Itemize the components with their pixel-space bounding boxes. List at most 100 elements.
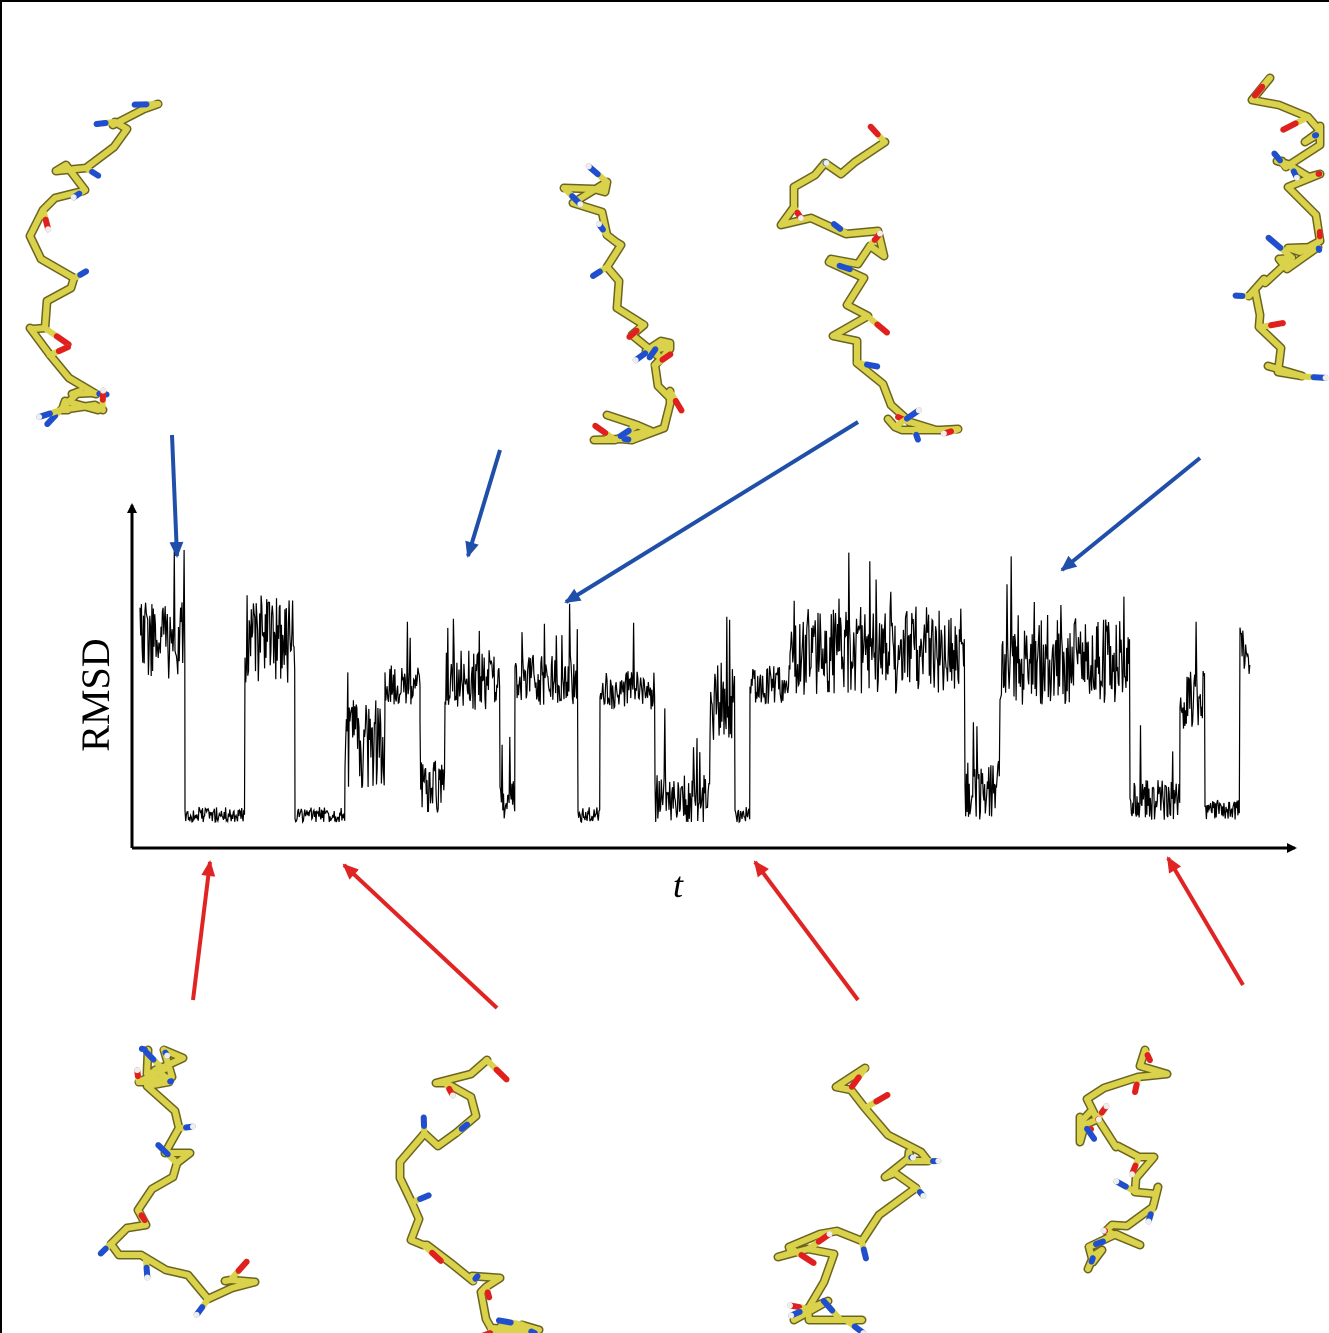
molecules xyxy=(25,73,1329,1333)
arrow xyxy=(342,863,499,1010)
molecule-part xyxy=(89,168,102,179)
molecule-part xyxy=(646,346,659,361)
molecule-part xyxy=(826,1231,833,1238)
arrow xyxy=(564,420,860,604)
molecule-part xyxy=(823,159,830,166)
molecule-part xyxy=(860,1330,867,1333)
molecule-part xyxy=(1293,174,1300,181)
molecule-part xyxy=(632,357,639,364)
arrow xyxy=(753,860,860,1002)
molecule-part xyxy=(1251,83,1266,99)
molecule-part xyxy=(1084,1125,1098,1142)
molecule-part xyxy=(100,387,107,394)
molecule-part xyxy=(235,1258,250,1274)
molecule-part xyxy=(867,123,881,138)
molecule-part xyxy=(481,1327,503,1333)
molecule-part xyxy=(776,137,963,435)
y-axis-label: RMSD xyxy=(73,638,118,751)
molecule-part xyxy=(1103,1103,1110,1110)
molecule-part xyxy=(53,333,72,348)
molecule-part xyxy=(1246,75,1323,379)
molecule-part xyxy=(458,1121,471,1132)
blue-arrows xyxy=(169,420,1202,604)
molecule-part xyxy=(1113,1178,1120,1185)
molecule-part xyxy=(1088,1255,1096,1265)
molecule-part xyxy=(1100,1227,1107,1234)
molecule-part xyxy=(484,1289,493,1301)
molecule-part xyxy=(144,1274,151,1281)
molecule-part xyxy=(798,1252,817,1266)
molecule-part xyxy=(472,1273,481,1282)
molecule-part xyxy=(874,321,890,336)
molecule-part xyxy=(429,1249,444,1264)
molecule-part xyxy=(495,1317,514,1326)
molecule-part xyxy=(138,1212,148,1224)
molecule-part xyxy=(848,1074,862,1090)
molecule-part xyxy=(36,414,43,421)
red-arrows xyxy=(191,856,1245,1010)
molecule-part xyxy=(920,1192,927,1199)
molecule-part xyxy=(797,215,804,222)
molecule-part xyxy=(1145,1218,1152,1225)
rmsd-trace xyxy=(139,549,1251,824)
arrow xyxy=(169,434,184,558)
molecule-part xyxy=(106,1045,260,1304)
molecule-part xyxy=(915,407,922,414)
molecule-part xyxy=(97,1245,109,1257)
molecule-part xyxy=(25,99,163,415)
molecule-part xyxy=(820,1297,836,1314)
molecule-part xyxy=(193,1311,200,1318)
molecule-part xyxy=(397,1057,542,1333)
molecule-part xyxy=(1095,1116,1102,1123)
molecule-part xyxy=(672,397,685,414)
molecule-part xyxy=(27,101,161,413)
molecule-part xyxy=(93,119,109,127)
molecule-part xyxy=(778,139,961,433)
molecule-part xyxy=(493,1066,510,1083)
molecule-part xyxy=(621,435,632,443)
molecule-part xyxy=(590,268,603,279)
molecule-part xyxy=(860,1246,869,1262)
molecule-part xyxy=(134,1067,141,1074)
molecule-part xyxy=(1131,1081,1140,1096)
molecule-part xyxy=(585,163,592,170)
molecule-part xyxy=(164,1052,171,1059)
molecule-part xyxy=(788,1312,795,1319)
molecule-part xyxy=(44,412,59,428)
molecule-part xyxy=(863,361,881,370)
molecule-part xyxy=(45,226,52,233)
molecule-part xyxy=(561,179,673,443)
molecule-part xyxy=(876,230,883,237)
molecule-part xyxy=(1280,120,1299,133)
molecule-part xyxy=(1092,1238,1106,1248)
molecule-part xyxy=(913,431,921,443)
molecule-part xyxy=(836,262,853,273)
molecule-part xyxy=(1077,1047,1170,1272)
molecule-part xyxy=(142,1048,157,1063)
molecule-part xyxy=(417,1192,432,1202)
molecule-part xyxy=(1144,1052,1153,1064)
molecule-part xyxy=(935,1158,942,1165)
molecule-part xyxy=(775,1065,931,1323)
arrow xyxy=(1060,456,1202,572)
molecule-part xyxy=(659,351,674,363)
molecule-part xyxy=(77,268,90,278)
molecule-part xyxy=(940,430,947,437)
arrow xyxy=(191,860,216,1001)
molecule-part xyxy=(626,327,640,340)
molecule-part xyxy=(155,1142,171,1158)
molecule-part xyxy=(1322,374,1329,381)
molecule-part xyxy=(592,422,609,436)
arrow xyxy=(465,449,502,558)
molecule-part xyxy=(1271,150,1284,164)
molecule-part xyxy=(55,344,72,355)
molecule-part xyxy=(909,1154,916,1161)
arrow xyxy=(1166,856,1245,987)
molecule-part xyxy=(830,221,844,232)
molecule-part xyxy=(577,201,584,208)
molecule-part xyxy=(873,1092,891,1105)
x-axis-label: t xyxy=(673,865,684,905)
molecule-part xyxy=(108,1047,258,1302)
